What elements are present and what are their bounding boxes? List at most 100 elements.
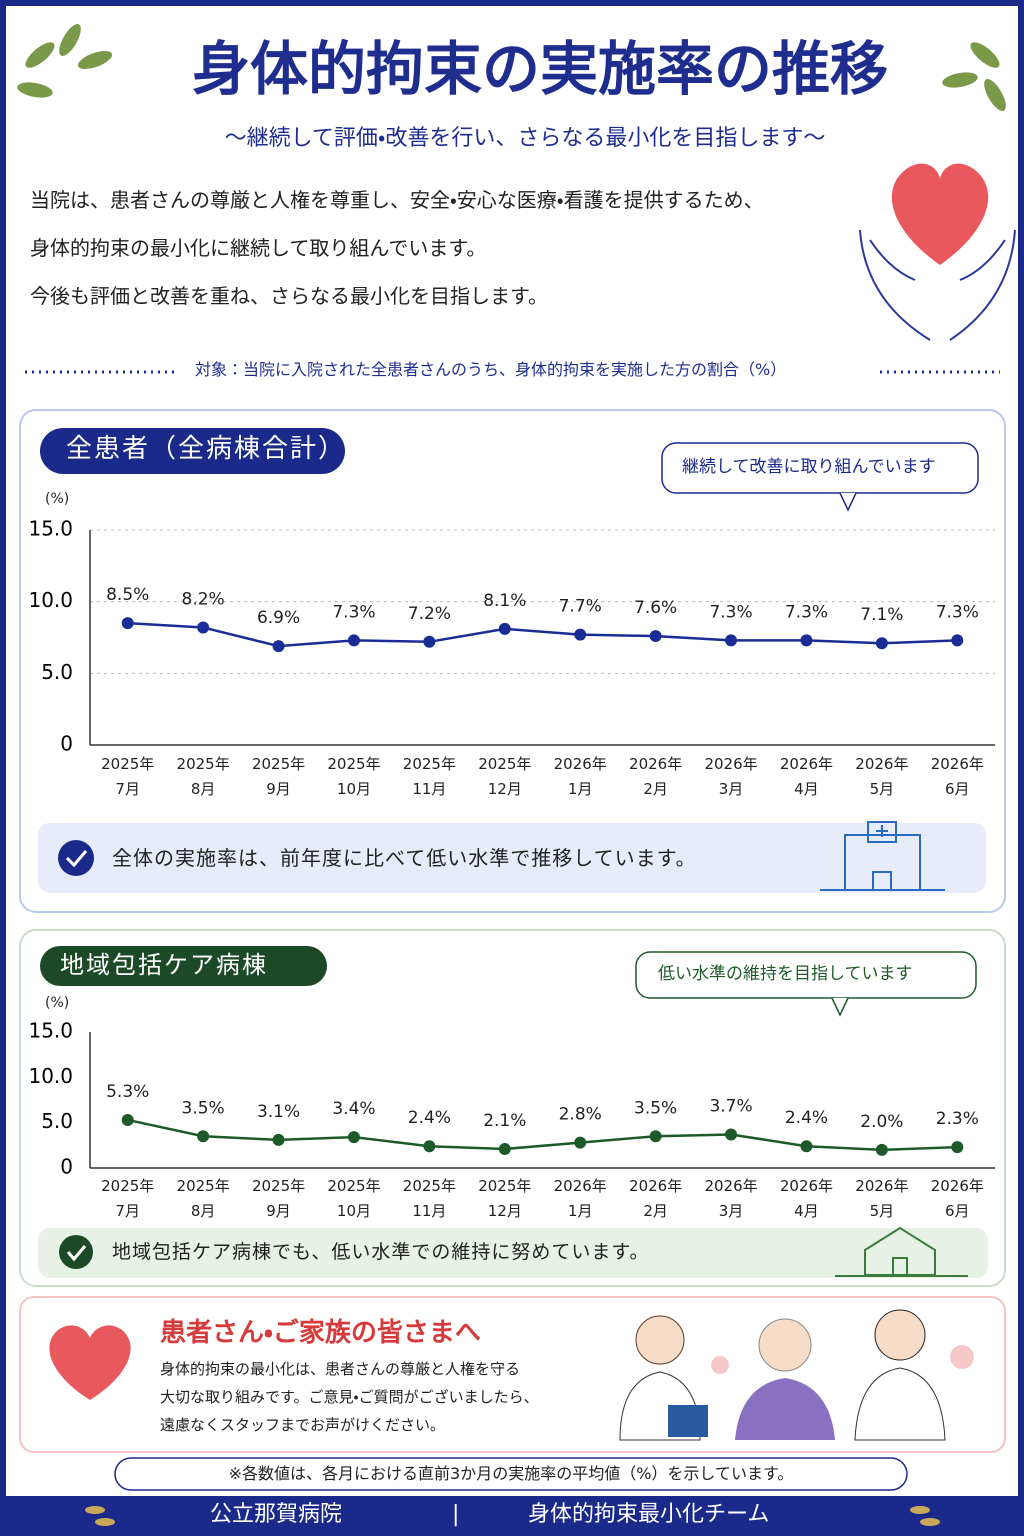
x-tick-label: 2025年 7月 bbox=[101, 755, 155, 798]
summary-box bbox=[38, 823, 986, 893]
data-point bbox=[800, 1140, 813, 1153]
data-point bbox=[423, 1140, 436, 1153]
footer-laurel bbox=[85, 1506, 940, 1526]
data-point bbox=[875, 637, 888, 650]
intro-line: 今後も評価と改善を重ね、さらなる最小化を目指します。 bbox=[30, 284, 548, 308]
y-unit: (%) bbox=[45, 491, 70, 507]
x-tick-label: 2026年 5月 bbox=[855, 1177, 909, 1220]
data-label: 6.9% bbox=[257, 608, 300, 628]
data-point bbox=[197, 621, 210, 634]
panel-title: 全患者（全病棟合計） bbox=[66, 434, 347, 464]
callout-text: 継続して改善に取り組んでいます bbox=[682, 457, 936, 477]
panel bbox=[19, 929, 1006, 1287]
data-label: 8.5% bbox=[106, 585, 149, 605]
data-point bbox=[121, 1113, 134, 1126]
data-label: 2.1% bbox=[483, 1111, 526, 1131]
callout-tail bbox=[839, 492, 857, 512]
x-tick-label: 2025年 11月 bbox=[402, 755, 456, 798]
data-point bbox=[272, 1133, 285, 1146]
data-point bbox=[574, 1136, 587, 1149]
panel-title-pill bbox=[40, 946, 327, 986]
data-point bbox=[423, 635, 436, 648]
x-tick-label: 2026年 2月 bbox=[629, 1177, 683, 1220]
data-point bbox=[875, 1143, 888, 1156]
x-tick-label: 2026年 1月 bbox=[553, 1177, 607, 1220]
x-tick-label: 2025年 8月 bbox=[176, 755, 230, 798]
data-label: 7.2% bbox=[408, 604, 451, 624]
x-tick-label: 2026年 1月 bbox=[553, 755, 607, 798]
y-tick-label: 5.0 bbox=[41, 1109, 73, 1133]
footer-bar bbox=[0, 1496, 1024, 1536]
data-point bbox=[800, 634, 813, 647]
heart-icon bbox=[891, 163, 989, 265]
staff-illustration bbox=[619, 1309, 946, 1441]
x-tick-label: 2026年 3月 bbox=[704, 1177, 758, 1220]
data-label: 2.3% bbox=[936, 1109, 979, 1129]
callout bbox=[635, 951, 977, 999]
target-note: 対象：当院に入院された全患者さんのうち、身体的拘束を実施した方の割合（%） bbox=[195, 360, 787, 379]
data-label: 3.4% bbox=[332, 1099, 375, 1119]
message-title: 患者さん・ご家族の皆さまへ bbox=[160, 1318, 481, 1348]
x-tick-label: 2026年 2月 bbox=[629, 755, 683, 798]
footer-separator: | bbox=[452, 1502, 460, 1527]
x-tick-label: 2025年 8月 bbox=[176, 1177, 230, 1220]
y-tick-label: 15.0 bbox=[28, 517, 73, 541]
y-tick-label: 5.0 bbox=[41, 660, 73, 684]
data-label: 3.1% bbox=[257, 1102, 300, 1122]
dot bbox=[950, 1345, 974, 1369]
page-title: 身体的拘束の実施率の推移 bbox=[191, 35, 888, 103]
data-label: 7.7% bbox=[559, 597, 602, 617]
data-point bbox=[951, 1141, 964, 1154]
x-tick-label: 2026年 3月 bbox=[704, 755, 758, 798]
data-label: 7.3% bbox=[709, 602, 752, 622]
x-tick-label: 2025年 10月 bbox=[327, 755, 381, 798]
check-mark bbox=[66, 1245, 87, 1262]
data-point bbox=[725, 1128, 738, 1141]
data-point bbox=[951, 634, 964, 647]
intro-line: 身体的拘束の最小化に継続して取り組んでいます。 bbox=[30, 236, 487, 260]
y-tick-label: 10.0 bbox=[28, 1064, 73, 1088]
data-label: 7.3% bbox=[332, 602, 375, 622]
y-tick-label: 0 bbox=[60, 732, 73, 756]
panel-title: 地域包括ケア病棟 bbox=[60, 951, 268, 979]
y-unit: (%) bbox=[45, 995, 70, 1011]
data-point bbox=[121, 617, 134, 630]
data-label: 2.4% bbox=[785, 1108, 828, 1128]
summary-box bbox=[38, 1228, 988, 1278]
footer-hospital: 公立那賀病院 bbox=[210, 1502, 343, 1527]
dot bbox=[711, 1356, 729, 1374]
check-mark bbox=[65, 850, 88, 868]
data-point bbox=[197, 1130, 210, 1143]
x-tick-label: 2026年 4月 bbox=[779, 755, 834, 798]
leaf-decoration bbox=[17, 24, 1006, 111]
message-line: 遠慮なくスタッフまでお声がけください。 bbox=[160, 1416, 446, 1434]
x-tick-label: 2026年 4月 bbox=[779, 1177, 834, 1220]
data-label: 3.7% bbox=[709, 1096, 752, 1116]
data-label: 8.2% bbox=[182, 589, 225, 609]
data-point bbox=[649, 1130, 662, 1143]
x-tick-label: 2026年 6月 bbox=[930, 755, 984, 798]
y-tick-label: 0 bbox=[60, 1155, 73, 1179]
data-point bbox=[725, 634, 738, 647]
x-tick-label: 2025年 9月 bbox=[251, 755, 306, 798]
subtitle: ～継続して評価・改善を行い、さらなる最小化を目指します～ bbox=[224, 126, 826, 151]
data-label: 3.5% bbox=[182, 1098, 225, 1118]
data-label: 8.1% bbox=[483, 591, 526, 611]
data-label: 7.1% bbox=[860, 605, 903, 625]
hospital-icon bbox=[820, 821, 945, 891]
x-tick-label: 2026年 5月 bbox=[855, 755, 909, 798]
data-point bbox=[649, 630, 662, 643]
hands-icon bbox=[859, 229, 1016, 341]
data-label: 2.0% bbox=[860, 1112, 903, 1132]
check-icon bbox=[58, 840, 94, 876]
data-point bbox=[498, 622, 511, 635]
x-tick-label: 2025年 9月 bbox=[251, 1177, 306, 1220]
data-label: 7.3% bbox=[936, 602, 979, 622]
summary: 全体の実施率は、前年度に比べて低い水準で推移しています。 bbox=[112, 846, 697, 870]
callout-text: 低い水準の維持を目指しています bbox=[658, 964, 913, 984]
data-point bbox=[347, 634, 360, 647]
footnote-box bbox=[114, 1457, 908, 1491]
callout bbox=[661, 442, 979, 494]
